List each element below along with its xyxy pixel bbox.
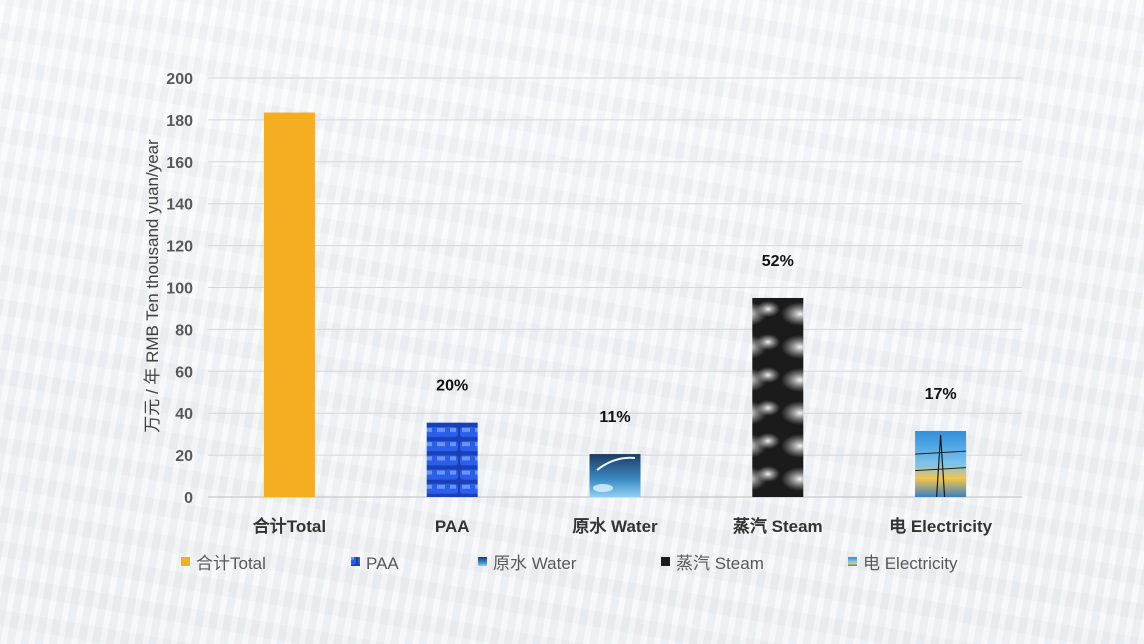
- x-category-label: 合计Total: [253, 516, 326, 536]
- x-axis-categories: 合计Total PAA 原水 Water 蒸汽 Steam 电 Electricity: [253, 516, 993, 536]
- bars: [263, 112, 967, 498]
- legend: 合计Total PAA 原水 Water 蒸汽 Steam 电 Electricity: [181, 554, 958, 573]
- y-axis-label: 万元 / 年 RMB Ten thousand yuan/year: [143, 139, 162, 433]
- y-tick-label: 80: [175, 322, 193, 339]
- power-tower: [936, 434, 946, 498]
- bar-3: [752, 297, 804, 497]
- legend-label-3: 蒸汽 Steam: [676, 554, 764, 573]
- y-tick-label: 100: [166, 281, 193, 298]
- y-tick-label: 40: [175, 406, 193, 423]
- data-label-2: 11%: [599, 409, 630, 426]
- legend-label-0: 合计Total: [196, 554, 266, 573]
- x-category-label: PAA: [435, 517, 470, 536]
- data-label-3: 52%: [762, 253, 794, 270]
- x-category-label: 原水 Water: [572, 516, 658, 536]
- y-tick-label: 180: [166, 113, 193, 130]
- bar-0: [263, 112, 315, 497]
- power-line: [915, 467, 967, 472]
- water-stream: [596, 456, 636, 471]
- y-tick-label: 120: [166, 239, 193, 256]
- y-tick-label: 200: [166, 71, 193, 88]
- y-axis-ticks: 0 20 40 60 80 100 120 140 160 180 200: [166, 71, 193, 507]
- legend-swatch-2: [478, 557, 487, 566]
- legend-label-2: 原水 Water: [493, 554, 577, 573]
- legend-swatch-4: [848, 557, 857, 566]
- y-tick-label: 60: [175, 364, 193, 381]
- water-splash: [593, 484, 613, 492]
- data-labels: 20% 11% 52% 17%: [436, 253, 956, 426]
- y-tick-label: 160: [166, 155, 193, 172]
- gridlines: [208, 77, 1022, 498]
- y-tick-label: 20: [175, 448, 193, 465]
- legend-swatch-0: [181, 557, 190, 566]
- y-tick-label: 0: [184, 490, 193, 507]
- y-tick-label: 140: [166, 197, 193, 214]
- legend-swatch-1: [351, 557, 360, 566]
- legend-label-4: 电 Electricity: [863, 554, 958, 573]
- bar-1: [426, 422, 478, 497]
- legend-swatch-3: [661, 557, 670, 566]
- x-category-label: 电 Electricity: [889, 516, 993, 536]
- power-line: [915, 450, 967, 455]
- data-label-1: 20%: [436, 378, 468, 395]
- x-category-label: 蒸汽 Steam: [733, 516, 823, 536]
- legend-label-1: PAA: [366, 554, 399, 573]
- data-label-4: 17%: [925, 386, 957, 403]
